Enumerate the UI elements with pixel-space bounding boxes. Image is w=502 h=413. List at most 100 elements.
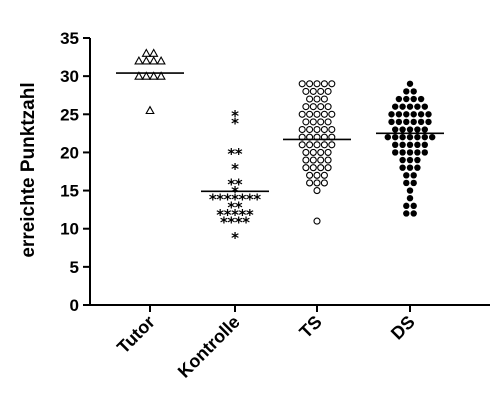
data-point — [421, 133, 428, 141]
data-point — [429, 133, 436, 141]
data-point — [328, 141, 336, 149]
data-point: * — [227, 214, 235, 232]
data-point — [406, 141, 414, 148]
data-point — [399, 149, 406, 156]
data-point — [306, 179, 314, 187]
data-point — [320, 125, 328, 134]
data-point — [392, 149, 399, 156]
y-tick-label: 10 — [60, 220, 79, 239]
data-point — [313, 80, 321, 88]
data-point — [406, 164, 414, 171]
y-tick-label: 15 — [60, 182, 79, 201]
x-tick-label-tutor: Tutor — [113, 312, 159, 358]
data-point — [403, 118, 410, 126]
data-point — [392, 141, 399, 148]
data-point — [417, 95, 425, 103]
data-point — [309, 118, 317, 126]
data-point — [414, 133, 421, 141]
data-point — [410, 202, 417, 210]
x-tick-label-kontrolle: Kontrolle — [174, 312, 244, 382]
data-point — [414, 103, 421, 110]
data-point — [328, 80, 336, 88]
data-point — [392, 126, 399, 133]
data-point — [302, 156, 310, 164]
data-point — [313, 179, 321, 187]
data-point — [328, 110, 336, 118]
data-point — [306, 95, 314, 103]
data-point — [414, 149, 421, 156]
y-axis: 0 5 10 15 20 25 30 35 — [60, 29, 91, 315]
data-point: * — [227, 145, 235, 163]
data-point — [306, 141, 314, 149]
data-point — [320, 171, 328, 179]
data-point — [313, 110, 321, 118]
data-point — [324, 148, 332, 156]
data-point: * — [253, 191, 261, 209]
data-point — [302, 103, 310, 111]
data-point — [134, 71, 144, 80]
y-tick-label: 25 — [60, 105, 79, 124]
data-point: * — [216, 206, 224, 224]
data-point: * — [224, 206, 232, 224]
data-point: * — [224, 191, 232, 209]
data-point: * — [216, 191, 224, 209]
data-point — [395, 118, 403, 126]
data-point — [421, 149, 428, 156]
y-tick-label: 5 — [70, 258, 79, 277]
data-point — [156, 55, 166, 65]
mean-lines — [116, 72, 444, 193]
data-point — [403, 179, 410, 187]
data-point — [392, 103, 399, 110]
y-axis-label: erreichte Punktzahl — [18, 82, 39, 257]
data-point — [403, 202, 410, 210]
data-point — [399, 133, 406, 141]
data-point — [320, 179, 328, 187]
data-point — [148, 48, 159, 57]
data-point — [134, 55, 144, 65]
data-point — [392, 133, 399, 141]
data-point — [302, 87, 310, 95]
data-point — [317, 156, 325, 164]
data-point — [414, 164, 421, 171]
data-point — [317, 118, 325, 126]
y-tick-label: 30 — [60, 67, 79, 86]
data-point: * — [227, 198, 235, 216]
data-point — [403, 210, 410, 217]
data-point — [313, 171, 321, 179]
data-point — [425, 111, 432, 118]
data-point: * — [209, 191, 217, 209]
data-point — [302, 164, 310, 172]
data-point: * — [231, 107, 239, 125]
data-point — [406, 103, 414, 110]
data-point — [141, 71, 152, 80]
data-point: * — [227, 175, 235, 193]
data-point — [417, 118, 425, 126]
data-point — [421, 126, 428, 133]
data-point: * — [235, 214, 243, 232]
data-point — [410, 118, 417, 126]
data-point — [298, 110, 306, 118]
data-point: * — [231, 191, 239, 209]
data-point — [417, 111, 425, 118]
data-point — [403, 111, 410, 118]
data-point — [399, 164, 406, 171]
data-point — [414, 126, 421, 133]
data-point: * — [235, 145, 243, 163]
data-point: * — [231, 160, 239, 178]
x-tick-label-ts: TS — [295, 312, 325, 342]
data-point — [313, 141, 321, 149]
y-tick-label: 35 — [60, 29, 79, 48]
data-point — [410, 172, 417, 179]
data-point — [403, 88, 410, 95]
data-point — [406, 187, 414, 194]
data-point — [309, 148, 317, 156]
data-point — [324, 87, 332, 95]
data-point — [302, 118, 310, 126]
data-point — [399, 126, 406, 133]
data-point: * — [238, 191, 246, 209]
data-point — [410, 111, 417, 118]
data-point — [410, 179, 417, 187]
data-point — [313, 217, 321, 225]
data-point — [309, 103, 317, 111]
data-point — [306, 80, 314, 88]
